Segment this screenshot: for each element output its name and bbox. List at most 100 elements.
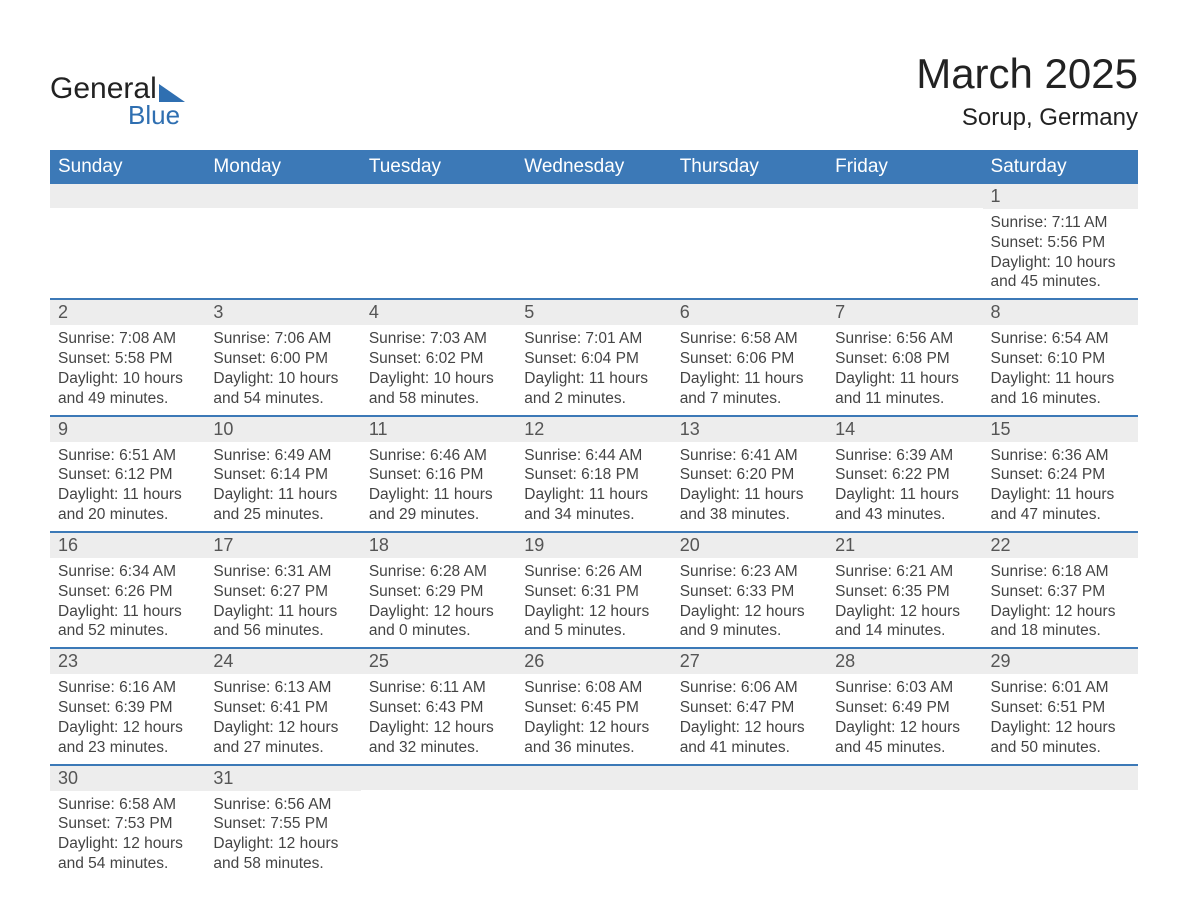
calendar-day-cell: 15Sunrise: 6:36 AMSunset: 6:24 PMDayligh…	[983, 416, 1138, 532]
sunset-line: Sunset: 6:16 PM	[369, 465, 508, 485]
daylight-line: Daylight: 12 hours and 0 minutes.	[369, 602, 508, 642]
sunrise-line: Sunrise: 7:01 AM	[524, 329, 663, 349]
daylight-line: Daylight: 10 hours and 58 minutes.	[369, 369, 508, 409]
sunrise-line: Sunrise: 6:56 AM	[213, 795, 352, 815]
day-number	[827, 766, 982, 790]
calendar-day-cell	[361, 765, 516, 880]
location-label: Sorup, Germany	[916, 104, 1138, 132]
calendar-week-row: 30Sunrise: 6:58 AMSunset: 7:53 PMDayligh…	[50, 765, 1138, 880]
brand-name-part2: Blue	[128, 100, 180, 131]
day-number: 18	[361, 533, 516, 558]
sunrise-line: Sunrise: 6:36 AM	[991, 446, 1130, 466]
header: General Blue March 2025 Sorup, Germany	[50, 50, 1138, 132]
calendar-week-row: 16Sunrise: 6:34 AMSunset: 6:26 PMDayligh…	[50, 532, 1138, 648]
sunrise-line: Sunrise: 7:08 AM	[58, 329, 197, 349]
sunrise-line: Sunrise: 6:06 AM	[680, 678, 819, 698]
daylight-line: Daylight: 11 hours and 47 minutes.	[991, 485, 1130, 525]
weekday-header: Wednesday	[516, 150, 671, 184]
daylight-line: Daylight: 10 hours and 49 minutes.	[58, 369, 197, 409]
day-number: 19	[516, 533, 671, 558]
day-details: Sunrise: 7:06 AMSunset: 6:00 PMDaylight:…	[205, 325, 360, 414]
sunset-line: Sunset: 6:04 PM	[524, 349, 663, 369]
day-details	[361, 208, 516, 282]
calendar-day-cell: 17Sunrise: 6:31 AMSunset: 6:27 PMDayligh…	[205, 532, 360, 648]
day-details	[516, 790, 671, 864]
sunrise-line: Sunrise: 6:58 AM	[680, 329, 819, 349]
sunrise-line: Sunrise: 6:08 AM	[524, 678, 663, 698]
sunrise-line: Sunrise: 7:11 AM	[991, 213, 1130, 233]
day-details	[827, 208, 982, 282]
calendar-day-cell: 24Sunrise: 6:13 AMSunset: 6:41 PMDayligh…	[205, 648, 360, 764]
day-details	[516, 208, 671, 282]
day-number: 24	[205, 649, 360, 674]
daylight-line: Daylight: 12 hours and 41 minutes.	[680, 718, 819, 758]
day-details: Sunrise: 6:36 AMSunset: 6:24 PMDaylight:…	[983, 442, 1138, 531]
daylight-line: Daylight: 12 hours and 9 minutes.	[680, 602, 819, 642]
sunset-line: Sunset: 6:24 PM	[991, 465, 1130, 485]
day-number: 31	[205, 766, 360, 791]
sunset-line: Sunset: 6:00 PM	[213, 349, 352, 369]
day-details: Sunrise: 6:01 AMSunset: 6:51 PMDaylight:…	[983, 674, 1138, 763]
sunset-line: Sunset: 6:14 PM	[213, 465, 352, 485]
day-number: 28	[827, 649, 982, 674]
day-number: 11	[361, 417, 516, 442]
daylight-line: Daylight: 12 hours and 18 minutes.	[991, 602, 1130, 642]
day-details: Sunrise: 6:39 AMSunset: 6:22 PMDaylight:…	[827, 442, 982, 531]
sunset-line: Sunset: 6:33 PM	[680, 582, 819, 602]
day-number: 27	[672, 649, 827, 674]
calendar-week-row: 23Sunrise: 6:16 AMSunset: 6:39 PMDayligh…	[50, 648, 1138, 764]
calendar-day-cell	[516, 765, 671, 880]
calendar-day-cell: 20Sunrise: 6:23 AMSunset: 6:33 PMDayligh…	[672, 532, 827, 648]
calendar-day-cell	[672, 184, 827, 299]
sunrise-line: Sunrise: 6:01 AM	[991, 678, 1130, 698]
sunset-line: Sunset: 5:56 PM	[991, 233, 1130, 253]
day-details: Sunrise: 6:31 AMSunset: 6:27 PMDaylight:…	[205, 558, 360, 647]
sunset-line: Sunset: 6:31 PM	[524, 582, 663, 602]
day-number: 15	[983, 417, 1138, 442]
sunset-line: Sunset: 6:45 PM	[524, 698, 663, 718]
day-details: Sunrise: 6:51 AMSunset: 6:12 PMDaylight:…	[50, 442, 205, 531]
month-title: March 2025	[916, 50, 1138, 98]
daylight-line: Daylight: 10 hours and 45 minutes.	[991, 253, 1130, 293]
calendar-day-cell	[50, 184, 205, 299]
sunrise-line: Sunrise: 6:16 AM	[58, 678, 197, 698]
daylight-line: Daylight: 12 hours and 45 minutes.	[835, 718, 974, 758]
day-details: Sunrise: 6:34 AMSunset: 6:26 PMDaylight:…	[50, 558, 205, 647]
daylight-line: Daylight: 11 hours and 29 minutes.	[369, 485, 508, 525]
sunset-line: Sunset: 6:49 PM	[835, 698, 974, 718]
day-details	[983, 790, 1138, 864]
day-details	[50, 208, 205, 282]
day-details: Sunrise: 6:28 AMSunset: 6:29 PMDaylight:…	[361, 558, 516, 647]
day-number	[205, 184, 360, 208]
calendar-day-cell: 1Sunrise: 7:11 AMSunset: 5:56 PMDaylight…	[983, 184, 1138, 299]
daylight-line: Daylight: 12 hours and 32 minutes.	[369, 718, 508, 758]
daylight-line: Daylight: 12 hours and 58 minutes.	[213, 834, 352, 874]
day-number	[516, 184, 671, 208]
day-details: Sunrise: 7:11 AMSunset: 5:56 PMDaylight:…	[983, 209, 1138, 298]
calendar-day-cell: 16Sunrise: 6:34 AMSunset: 6:26 PMDayligh…	[50, 532, 205, 648]
day-details: Sunrise: 6:06 AMSunset: 6:47 PMDaylight:…	[672, 674, 827, 763]
calendar-day-cell	[827, 765, 982, 880]
weekday-header: Saturday	[983, 150, 1138, 184]
calendar-day-cell: 18Sunrise: 6:28 AMSunset: 6:29 PMDayligh…	[361, 532, 516, 648]
sunset-line: Sunset: 6:41 PM	[213, 698, 352, 718]
calendar-day-cell: 28Sunrise: 6:03 AMSunset: 6:49 PMDayligh…	[827, 648, 982, 764]
weekday-header: Tuesday	[361, 150, 516, 184]
calendar-day-cell: 7Sunrise: 6:56 AMSunset: 6:08 PMDaylight…	[827, 299, 982, 415]
sunrise-line: Sunrise: 6:54 AM	[991, 329, 1130, 349]
sunrise-line: Sunrise: 6:34 AM	[58, 562, 197, 582]
weekday-header: Friday	[827, 150, 982, 184]
calendar-day-cell: 26Sunrise: 6:08 AMSunset: 6:45 PMDayligh…	[516, 648, 671, 764]
day-details: Sunrise: 6:18 AMSunset: 6:37 PMDaylight:…	[983, 558, 1138, 647]
calendar-day-cell: 3Sunrise: 7:06 AMSunset: 6:00 PMDaylight…	[205, 299, 360, 415]
day-number: 22	[983, 533, 1138, 558]
daylight-line: Daylight: 11 hours and 52 minutes.	[58, 602, 197, 642]
calendar-day-cell: 2Sunrise: 7:08 AMSunset: 5:58 PMDaylight…	[50, 299, 205, 415]
daylight-line: Daylight: 11 hours and 20 minutes.	[58, 485, 197, 525]
sunrise-line: Sunrise: 6:51 AM	[58, 446, 197, 466]
daylight-line: Daylight: 10 hours and 54 minutes.	[213, 369, 352, 409]
calendar-day-cell: 11Sunrise: 6:46 AMSunset: 6:16 PMDayligh…	[361, 416, 516, 532]
calendar-day-cell	[983, 765, 1138, 880]
calendar-day-cell: 27Sunrise: 6:06 AMSunset: 6:47 PMDayligh…	[672, 648, 827, 764]
daylight-line: Daylight: 11 hours and 25 minutes.	[213, 485, 352, 525]
